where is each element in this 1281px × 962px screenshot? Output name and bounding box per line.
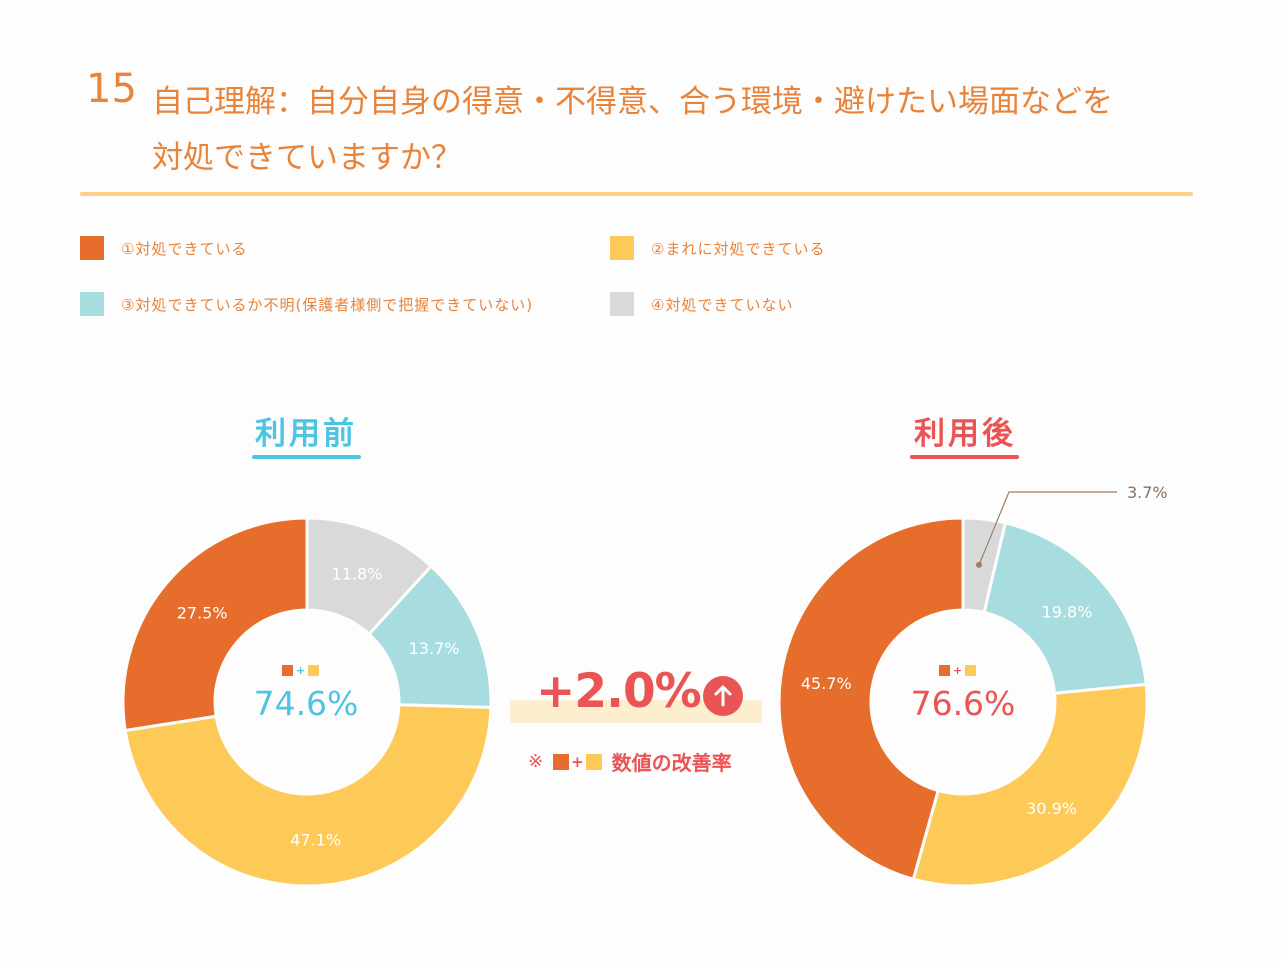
legend-label: ④対処できていない	[651, 295, 794, 314]
legend-item-not-handled: ④対処できていない	[610, 292, 793, 316]
note-text: 数値の改善率	[611, 751, 732, 775]
pie-title-underline-before	[252, 455, 361, 459]
improvement-note: ※ + 数値の改善率	[528, 747, 732, 776]
up-arrow-icon	[703, 676, 743, 716]
improvement-value: +2.0%	[536, 664, 702, 719]
legend-item-unknown: ③対処できているか不明(保護者様側で把握できていない)	[80, 292, 533, 316]
segment-label-handled: 27.5%	[177, 603, 228, 622]
donut-segment-handled	[121, 516, 309, 732]
donut-chart-before: 11.8% 13.7% 47.1% 27.5%	[121, 516, 493, 888]
center-legend-combo-after: +	[939, 664, 977, 677]
improvement-highlight	[510, 700, 762, 723]
question-title: 自己理解：自分自身の得意・不得意、合う環境・避けたい場面などを 対処できています…	[152, 74, 1192, 186]
plus-sign: +	[296, 664, 306, 677]
segment-label-rarely-handled: 30.9%	[1026, 799, 1077, 818]
pie-title-before: 利用前	[255, 416, 357, 452]
segment-label-rarely-handled: 47.1%	[290, 831, 341, 850]
note-mark: ※	[528, 751, 544, 772]
segment-label-unknown: 13.7%	[409, 639, 460, 658]
mini-swatch-orange	[939, 665, 950, 676]
mini-swatch-yellow	[965, 665, 977, 676]
donut-segment-rarely-handled	[911, 682, 1149, 888]
donut-segment-handled	[777, 516, 965, 881]
note-swatch-orange	[553, 753, 570, 770]
note-swatch-yellow	[585, 753, 602, 770]
title-divider	[80, 192, 1193, 196]
legend-swatch-orange	[80, 236, 104, 260]
pie-title-after: 利用後	[914, 416, 1016, 452]
plus-sign: +	[953, 664, 963, 677]
legend-swatch-teal	[80, 292, 104, 316]
legend-label: ①対処できている	[121, 239, 248, 258]
segment-label-unknown: 19.8%	[1042, 602, 1093, 621]
legend-item-handled: ①対処できている	[80, 236, 247, 260]
donut-chart-after: 3.7% 19.8% 30.9% 45.7%	[777, 483, 1168, 888]
legend-label: ③対処できているか不明(保護者様側で把握できていない)	[121, 295, 534, 314]
legend-swatch-yellow	[610, 236, 634, 260]
segment-label-handled: 45.7%	[801, 674, 852, 693]
center-value-after: 76.6%	[910, 684, 1016, 723]
donut-segment-unknown	[982, 521, 1148, 695]
donut-segment-rarely-handled	[123, 703, 493, 888]
note-plus: +	[571, 752, 584, 771]
mini-swatch-orange	[282, 665, 293, 676]
center-value-before: 74.6%	[253, 684, 359, 723]
legend-item-rarely-handled: ②まれに対処できている	[610, 236, 825, 260]
mini-swatch-yellow	[308, 665, 320, 676]
legend-label: ②まれに対処できている	[651, 239, 826, 258]
question-title-line1: 自己理解：自分自身の得意・不得意、合う環境・避けたい場面などを	[152, 84, 1113, 120]
center-legend-combo-before: +	[282, 664, 320, 677]
question-title-line2: 対処できていますか？	[152, 140, 462, 176]
question-number: 15	[86, 66, 137, 112]
segment-label-not-handled: 3.7%	[1127, 483, 1168, 502]
leader-line	[978, 491, 1117, 566]
legend-swatch-gray	[610, 292, 634, 316]
segment-label-not-handled: 11.8%	[332, 564, 383, 583]
pie-title-underline-after	[910, 455, 1019, 459]
